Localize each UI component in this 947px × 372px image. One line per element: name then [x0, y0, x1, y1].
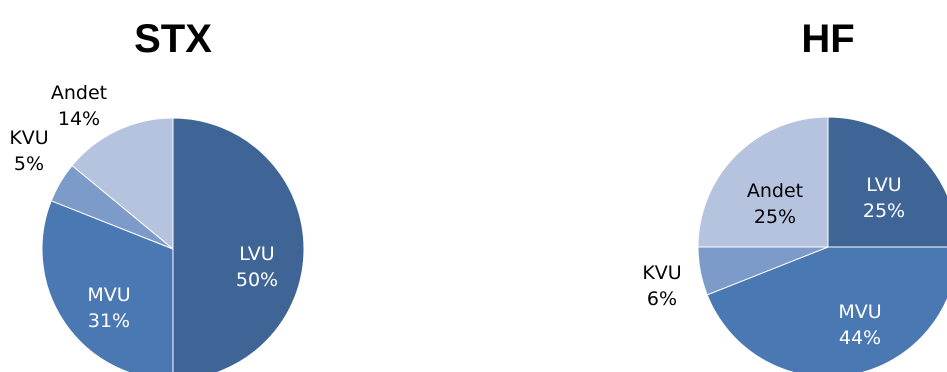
hf-label-lvu-name: LVU: [866, 174, 901, 196]
hf-label-mvu: MVU 44%: [838, 301, 881, 349]
stx-label-andet: Andet 14%: [51, 82, 107, 130]
stx-label-mvu-percent: 31%: [88, 310, 130, 332]
stx-label-lvu-percent: 50%: [236, 269, 278, 291]
hf-label-mvu-percent: 44%: [839, 327, 881, 349]
hf-slice-lvu: [827, 116, 947, 248]
stx-label-lvu-name: LVU: [239, 243, 274, 265]
hf-label-lvu: LVU 25%: [863, 174, 905, 222]
stx-label-kvu: KVU 5%: [9, 127, 48, 175]
hf-label-kvu-name: KVU: [642, 262, 681, 284]
stx-chart-title: STX: [134, 17, 212, 61]
hf-label-andet: Andet 25%: [747, 180, 803, 228]
hf-slice-andet: [697, 116, 829, 248]
stx-label-mvu: MVU 31%: [87, 284, 130, 332]
hf-label-kvu: KVU 6%: [642, 262, 681, 310]
hf-label-mvu-name: MVU: [838, 301, 881, 323]
stx-label-lvu: LVU 50%: [236, 243, 278, 291]
hf-label-andet-percent: 25%: [754, 206, 796, 228]
stx-slice-andet: [71, 117, 174, 251]
stx-label-andet-name: Andet: [51, 82, 107, 104]
stx-slice-mvu: [41, 200, 174, 372]
hf-label-andet-name: Andet: [747, 180, 803, 202]
hf-slice-mvu: [706, 246, 947, 372]
hf-pie: LVU 25% MVU 44% KVU 6% Andet 25%: [642, 116, 947, 372]
stx-label-kvu-name: KVU: [9, 127, 48, 149]
hf-chart-title: HF: [801, 17, 854, 61]
stx-label-andet-percent: 14%: [58, 108, 100, 130]
stx-label-kvu-percent: 5%: [14, 153, 44, 175]
stx-slice-lvu: [172, 117, 305, 372]
stx-label-mvu-name: MVU: [87, 284, 130, 306]
hf-label-kvu-percent: 6%: [647, 288, 677, 310]
hf-label-lvu-percent: 25%: [863, 200, 905, 222]
stx-pie: LVU 50% MVU 31% KVU 5% Andet 14%: [9, 82, 305, 372]
